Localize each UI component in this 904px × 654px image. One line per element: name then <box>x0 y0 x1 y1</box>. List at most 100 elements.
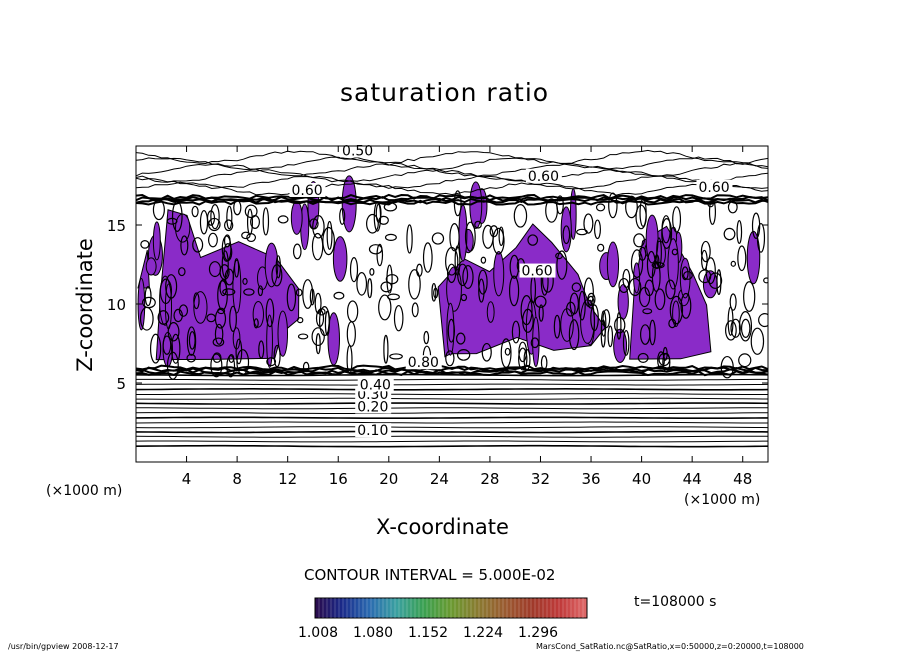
contour-labels: 0.500.600.100.200.300.400.600.800.600.60 <box>289 143 733 439</box>
y-tick-label: 5 <box>116 375 126 393</box>
contour-blob <box>654 288 666 311</box>
contour-blob <box>266 357 277 367</box>
contour-label-bg <box>696 179 733 194</box>
contour-blob <box>614 316 626 334</box>
contour-blob <box>193 292 200 310</box>
contour-blob <box>250 215 261 229</box>
contour-blob <box>152 199 165 221</box>
contour-blob <box>597 243 605 252</box>
y-axis-ticks: 5 10 15 <box>107 217 768 393</box>
contour-blob <box>725 320 737 341</box>
contour-line <box>136 411 768 414</box>
fill-streak <box>332 236 348 282</box>
contour-blob <box>223 243 233 262</box>
contour-blob <box>669 295 684 325</box>
x-tick-label: 24 <box>430 470 449 488</box>
contour-blob <box>221 250 229 279</box>
contour-blob <box>309 288 315 306</box>
contour-blob <box>455 332 466 345</box>
contour-line <box>136 421 768 424</box>
contour-label: 0.60 <box>698 180 729 196</box>
x-tick-label: 48 <box>733 470 752 488</box>
contour-blob <box>319 306 331 337</box>
contour-blob <box>380 281 393 293</box>
contour-blob <box>311 327 325 346</box>
x-tick-label: 36 <box>581 470 600 488</box>
fill-streak <box>486 301 495 323</box>
contour-line <box>136 435 768 438</box>
contour-label: 0.50 <box>342 143 373 159</box>
contour-blob <box>431 232 445 245</box>
contour-blob <box>527 234 539 246</box>
contour-blob <box>576 228 588 236</box>
contour-blob <box>638 286 651 308</box>
colorbar-tick-label: 1.152 <box>408 625 448 641</box>
contour-blob <box>622 329 630 356</box>
contour-blob <box>378 294 392 321</box>
contour-blob <box>763 277 768 284</box>
contour-blob <box>265 298 275 328</box>
contour-blob <box>253 318 259 329</box>
fill-streak <box>606 241 620 288</box>
contour-blob <box>545 198 558 223</box>
contour-label-bg <box>340 143 377 158</box>
fill-streak <box>152 221 161 261</box>
contour-blob <box>277 215 289 224</box>
contour-blob <box>186 326 197 356</box>
colorbar: 1.008 1.080 1.152 1.224 1.296 <box>298 597 588 641</box>
contour-blob <box>720 355 734 379</box>
contour-blob <box>518 341 528 363</box>
contour-blob <box>654 254 660 270</box>
contour-line <box>136 407 768 410</box>
fill-streak <box>175 213 191 243</box>
contour-blob <box>708 198 716 225</box>
contour-blob <box>737 245 747 272</box>
contour-blob <box>492 227 505 255</box>
contour-blob <box>349 257 359 283</box>
contour-blob <box>578 290 586 321</box>
contour-blob <box>672 206 682 233</box>
contour-blob <box>376 243 384 267</box>
contour-blob <box>665 279 676 300</box>
footer-right: MarsCond_SatRatio.nc@SatRatio,x=0:50000,… <box>536 642 804 651</box>
x-tick-label: 20 <box>379 470 398 488</box>
contour-blob <box>513 204 528 228</box>
contour-blob <box>681 266 689 281</box>
contour-blob <box>658 352 671 367</box>
fill-streak <box>560 206 572 253</box>
contour-blob <box>593 219 601 240</box>
contour-blob <box>219 264 230 280</box>
contour-blob <box>199 210 209 235</box>
contour-blob <box>540 355 548 371</box>
contour-blob <box>411 302 419 318</box>
contour-blob <box>171 200 183 232</box>
contour-blob <box>210 353 223 378</box>
contour-line <box>136 169 768 183</box>
contour-blob <box>520 295 533 326</box>
contour-blob <box>217 307 226 315</box>
contour-blob <box>474 220 482 229</box>
contour-blob <box>464 221 476 252</box>
contour-blob <box>701 249 708 271</box>
contour-blob <box>730 260 737 267</box>
contour-blob <box>408 269 421 300</box>
contour-blob <box>478 278 485 303</box>
contour-blob <box>639 198 647 227</box>
contour-blob <box>166 351 179 380</box>
contour-line <box>136 397 768 400</box>
contour-blob <box>241 231 251 240</box>
x-tick-label: 40 <box>632 470 651 488</box>
contour-blob <box>616 311 622 340</box>
contour-blob <box>315 333 321 355</box>
contour-blob <box>356 272 368 296</box>
contour-line <box>136 156 768 171</box>
x-tick-label: 32 <box>531 470 550 488</box>
contour-blob <box>555 252 563 260</box>
colorbar-gradient <box>314 597 588 619</box>
contour-blob <box>625 195 638 219</box>
contour-blob <box>383 202 398 212</box>
contour-blob <box>389 353 403 360</box>
contour-blob <box>157 310 170 325</box>
contour-label: 0.60 <box>291 183 322 199</box>
